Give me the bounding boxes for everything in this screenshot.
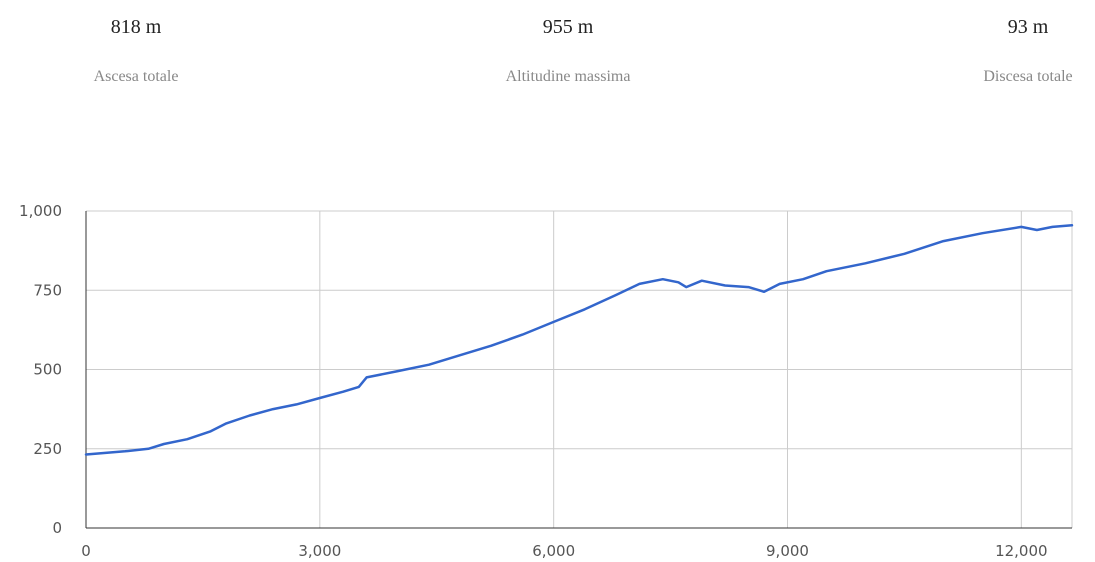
y-tick-label: 750	[33, 281, 62, 299]
y-tick-label: 250	[33, 440, 62, 458]
elevation-series-line	[84, 224, 1074, 456]
stat-value: 955 m	[542, 16, 594, 38]
x-tick-label: 6,000	[532, 542, 575, 560]
x-tick-label: 0	[81, 542, 91, 560]
stat-value: 93 m	[1007, 16, 1049, 38]
y-tick-label: 0	[52, 519, 62, 537]
x-tick-label: 9,000	[766, 542, 809, 560]
chart-series	[84, 224, 1074, 456]
stat-label: Altitudine massima	[505, 68, 631, 85]
x-tick-label: 12,000	[995, 542, 1048, 560]
chart-axes	[85, 211, 1072, 529]
stat-value: 818 m	[110, 16, 162, 38]
stat-label: Ascesa totale	[93, 68, 179, 85]
y-tick-label: 1,000	[19, 202, 62, 220]
x-tick-label: 3,000	[298, 542, 341, 560]
chart-tick-labels: 0 250 500 750 1,000 0 3,000 6,000 9,000 12,000	[19, 202, 1048, 560]
y-tick-label: 500	[33, 361, 62, 379]
chart-grid	[86, 210, 1073, 528]
stats-panel: 818 m Ascesa totale 955 m Altitudine mas…	[0, 0, 1095, 110]
stat-label: Discesa totale	[983, 68, 1073, 85]
